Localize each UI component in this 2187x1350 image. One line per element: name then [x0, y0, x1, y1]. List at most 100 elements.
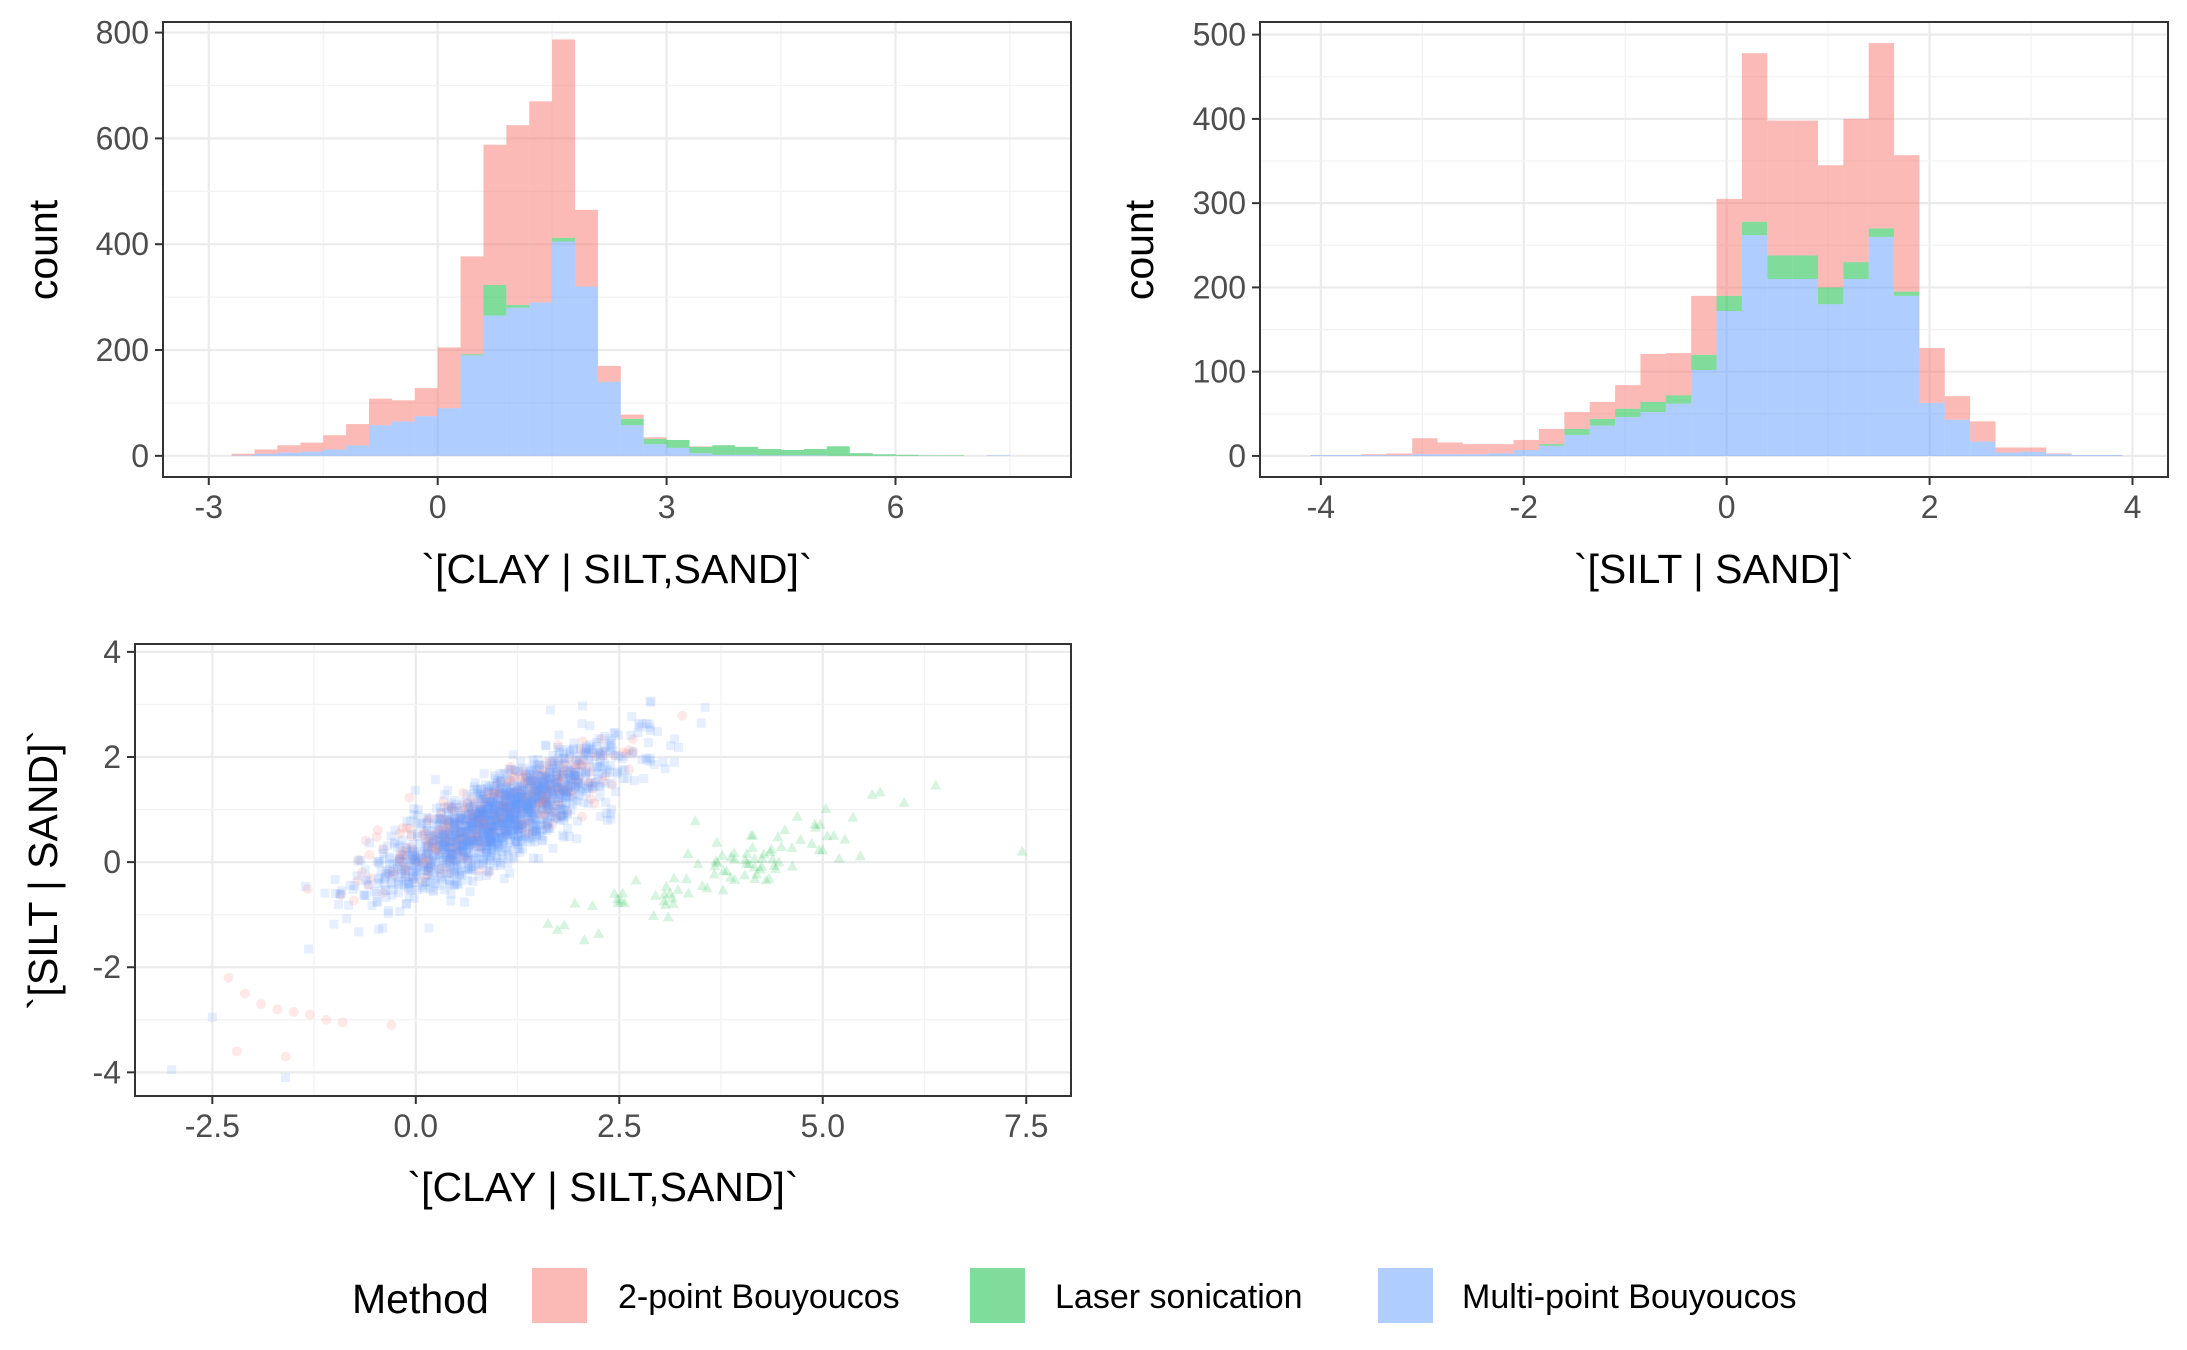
point-2-point-bouyoucos	[477, 815, 488, 826]
point-multi-point-bouyoucos	[470, 853, 480, 863]
point-2-point-bouyoucos	[488, 788, 499, 799]
point-2-point-bouyoucos	[468, 810, 479, 821]
bar-multi-point-bouyoucos	[391, 421, 415, 456]
point-multi-point-bouyoucos	[383, 841, 393, 851]
point-multi-point-bouyoucos	[445, 849, 455, 859]
point-2-point-bouyoucos	[525, 778, 536, 789]
point-multi-point-bouyoucos	[440, 832, 450, 842]
point-multi-point-bouyoucos	[430, 775, 440, 785]
point-multi-point-bouyoucos	[501, 792, 511, 802]
point-multi-point-bouyoucos	[660, 764, 670, 774]
point-multi-point-bouyoucos	[503, 819, 513, 829]
point-multi-point-bouyoucos	[487, 821, 497, 831]
point-multi-point-bouyoucos	[645, 753, 655, 763]
point-multi-point-bouyoucos	[539, 805, 549, 815]
point-multi-point-bouyoucos	[438, 855, 448, 865]
point-multi-point-bouyoucos	[554, 730, 564, 740]
point-multi-point-bouyoucos	[541, 740, 551, 750]
point-2-point-bouyoucos	[444, 800, 455, 811]
point-multi-point-bouyoucos	[527, 776, 537, 786]
point-multi-point-bouyoucos	[596, 748, 606, 758]
x-tick-label: 4	[2124, 489, 2142, 525]
point-2-point-bouyoucos	[509, 785, 520, 796]
point-2-point-bouyoucos	[517, 781, 528, 792]
point-multi-point-bouyoucos	[473, 860, 483, 870]
point-laser-sonication	[813, 844, 825, 855]
point-multi-point-bouyoucos	[557, 782, 567, 792]
point-multi-point-bouyoucos	[577, 719, 587, 729]
point-laser-sonication	[833, 852, 845, 863]
x-tick-label: 2.5	[597, 1108, 641, 1144]
point-2-point-bouyoucos	[453, 813, 464, 824]
point-multi-point-bouyoucos	[513, 831, 523, 841]
point-multi-point-bouyoucos	[428, 840, 438, 850]
point-multi-point-bouyoucos	[486, 815, 496, 825]
point-multi-point-bouyoucos	[471, 835, 481, 845]
point-multi-point-bouyoucos	[442, 858, 452, 868]
point-multi-point-bouyoucos	[475, 810, 485, 820]
point-multi-point-bouyoucos	[517, 792, 527, 802]
point-multi-point-bouyoucos	[430, 842, 440, 852]
point-2-point-bouyoucos	[500, 801, 511, 812]
bar-multi-point-bouyoucos	[1513, 450, 1539, 456]
point-multi-point-bouyoucos	[445, 815, 455, 825]
point-multi-point-bouyoucos	[436, 808, 446, 818]
point-laser-sonication	[708, 868, 720, 879]
point-multi-point-bouyoucos	[434, 863, 444, 873]
point-multi-point-bouyoucos	[525, 789, 535, 799]
point-multi-point-bouyoucos	[569, 744, 579, 754]
point-multi-point-bouyoucos	[583, 784, 593, 794]
point-multi-point-bouyoucos	[495, 840, 505, 850]
point-laser-sonication	[659, 898, 671, 909]
point-multi-point-bouyoucos	[523, 796, 533, 806]
point-multi-point-bouyoucos	[479, 806, 489, 816]
point-2-point-bouyoucos	[537, 794, 548, 805]
point-multi-point-bouyoucos	[613, 730, 623, 740]
point-multi-point-bouyoucos	[544, 804, 554, 814]
point-multi-point-bouyoucos	[461, 851, 471, 861]
point-multi-point-bouyoucos	[380, 886, 390, 896]
point-laser-sonication	[741, 857, 753, 868]
point-2-point-bouyoucos	[552, 796, 563, 807]
point-multi-point-bouyoucos	[538, 781, 548, 791]
point-2-point-bouyoucos	[577, 736, 588, 747]
point-2-point-bouyoucos	[554, 783, 565, 794]
point-multi-point-bouyoucos	[641, 753, 651, 763]
point-2-point-bouyoucos	[445, 852, 456, 863]
point-2-point-bouyoucos	[288, 1006, 299, 1017]
point-2-point-bouyoucos	[543, 779, 554, 790]
point-2-point-bouyoucos	[532, 798, 543, 809]
point-multi-point-bouyoucos	[470, 858, 480, 868]
point-multi-point-bouyoucos	[505, 813, 515, 823]
point-multi-point-bouyoucos	[545, 823, 555, 833]
point-multi-point-bouyoucos	[539, 783, 549, 793]
panel-border	[134, 643, 1072, 1097]
point-multi-point-bouyoucos	[412, 855, 422, 865]
point-multi-point-bouyoucos	[410, 857, 420, 867]
point-multi-point-bouyoucos	[591, 737, 601, 747]
point-multi-point-bouyoucos	[434, 834, 444, 844]
point-multi-point-bouyoucos	[570, 768, 580, 778]
point-multi-point-bouyoucos	[517, 823, 527, 833]
point-multi-point-bouyoucos	[401, 860, 411, 870]
point-multi-point-bouyoucos	[468, 818, 478, 828]
point-multi-point-bouyoucos	[423, 866, 433, 876]
point-multi-point-bouyoucos	[483, 828, 493, 838]
point-multi-point-bouyoucos	[551, 775, 561, 785]
point-2-point-bouyoucos	[498, 815, 509, 826]
point-multi-point-bouyoucos	[492, 857, 502, 867]
point-2-point-bouyoucos	[231, 1046, 242, 1057]
point-multi-point-bouyoucos	[378, 923, 388, 933]
point-multi-point-bouyoucos	[483, 845, 493, 855]
point-multi-point-bouyoucos	[513, 801, 523, 811]
point-multi-point-bouyoucos	[558, 810, 568, 820]
point-multi-point-bouyoucos	[554, 793, 564, 803]
point-multi-point-bouyoucos	[487, 801, 497, 811]
bar-2-point-bouyoucos	[643, 437, 667, 439]
point-multi-point-bouyoucos	[372, 897, 382, 907]
point-2-point-bouyoucos	[485, 820, 496, 831]
point-multi-point-bouyoucos	[490, 786, 500, 796]
point-multi-point-bouyoucos	[446, 842, 456, 852]
point-multi-point-bouyoucos	[597, 769, 607, 779]
point-multi-point-bouyoucos	[471, 808, 481, 818]
